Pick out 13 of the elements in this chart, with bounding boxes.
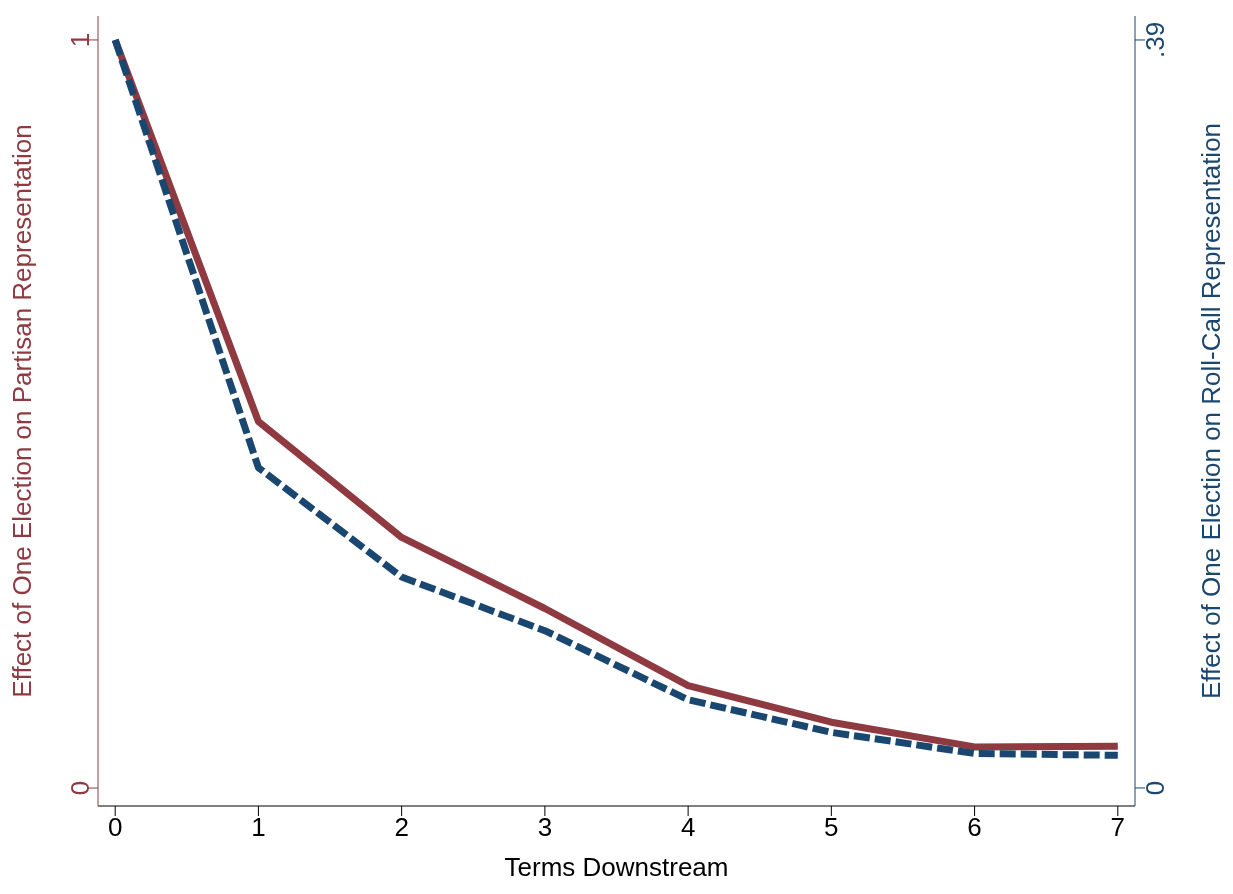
x-tick-label: 7 [1110, 812, 1126, 843]
x-axis-title: Terms Downstream [504, 852, 729, 882]
x-tick-label: 2 [394, 812, 409, 843]
x-tick-label: 0 [107, 812, 123, 843]
y2-tick-label: .39 [1140, 21, 1170, 59]
y-axis-title: Effect of One Election on Partisan Representation [7, 124, 38, 698]
y2-tick-label: 0 [1140, 780, 1170, 796]
x-tick-label: 5 [824, 812, 839, 843]
x-tick-label: 6 [967, 812, 982, 843]
x-tick-label: 4 [680, 812, 696, 843]
x-tick-label: 3 [537, 812, 553, 843]
y2-axis-title: Effect of One Election on Roll-Call Representation [1196, 122, 1227, 700]
x-tick-label: 1 [251, 812, 266, 843]
